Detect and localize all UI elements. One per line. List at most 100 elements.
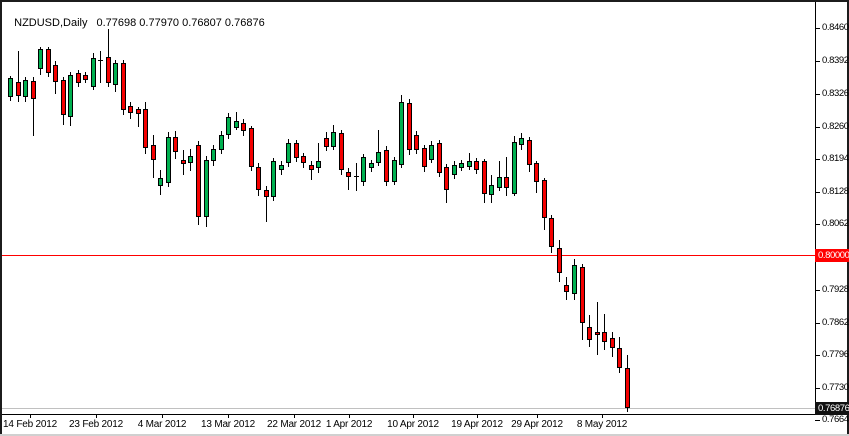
candle-body (354, 176, 359, 177)
candle-body (181, 160, 186, 164)
candle-body (271, 161, 276, 197)
candle-body (158, 178, 163, 186)
candle-body (211, 149, 216, 161)
price-tick (815, 224, 820, 225)
candle-body (226, 117, 231, 135)
price-tick (815, 28, 820, 29)
candle-body (557, 248, 562, 273)
candle-body (241, 123, 246, 131)
candle-body (422, 148, 427, 167)
candle-body (602, 332, 607, 342)
symbol-period-label: NZDUSD,Daily (14, 17, 88, 29)
candle-body (625, 368, 630, 408)
date-tick (30, 415, 31, 418)
candle-body (452, 165, 457, 175)
candle-body (429, 145, 434, 160)
candle-body (564, 285, 569, 292)
candle-body (316, 161, 321, 168)
date-tick-label: 13 Mar 2012 (201, 419, 255, 430)
candle-body (467, 161, 472, 167)
window-border-top (0, 0, 849, 2)
candle-body (128, 106, 133, 113)
candle-body (256, 167, 261, 190)
candle-body (331, 132, 336, 147)
candle-body (98, 60, 103, 61)
candle-body (587, 327, 592, 340)
date-tick (413, 415, 414, 418)
candle-wick (138, 107, 139, 127)
candle-body (151, 145, 156, 160)
candle-body (61, 80, 66, 115)
date-tick-label: 19 Apr 2012 (451, 419, 503, 430)
candle-body (38, 49, 43, 69)
candle-body (76, 73, 81, 83)
price-tick (815, 355, 820, 356)
candle-wick (33, 77, 34, 136)
price-tick (815, 323, 820, 324)
candle-body (136, 109, 141, 114)
date-tick-label: 4 Mar 2012 (137, 419, 187, 430)
candle-body (512, 142, 517, 194)
price-tick (815, 192, 820, 193)
candle-wick (311, 161, 312, 180)
candle-body (219, 135, 224, 150)
candle-body (324, 138, 329, 147)
candle-body (196, 145, 201, 217)
candle-body (407, 103, 412, 150)
resistance-line[interactable] (2, 255, 815, 256)
date-tick-label: 23 Feb 2012 (69, 419, 123, 430)
candle-body (392, 160, 397, 182)
resistance-price-badge: 0.80000 (815, 249, 849, 262)
candle-body (519, 138, 524, 145)
candle-wick (18, 51, 19, 102)
candle-body (346, 172, 351, 177)
candle-wick (348, 168, 349, 190)
candle-body (437, 143, 442, 173)
candle-wick (506, 157, 507, 196)
candle-wick (499, 161, 500, 191)
candle-wick (318, 143, 319, 173)
date-tick (96, 415, 97, 418)
candle-body (204, 160, 209, 217)
date-tick-label: 10 Apr 2012 (387, 419, 439, 430)
candle-body (617, 348, 622, 368)
candle-body (83, 75, 88, 80)
time-axis[interactable]: 14 Feb 2012 23 Feb 2012 4 Mar 2012 13 Mar 2… (0, 414, 849, 434)
candle-body (504, 177, 509, 188)
chart-title: NZDUSD,Daily 0.77698 0.77970 0.76807 0.76… (8, 5, 265, 29)
candle-body (143, 109, 148, 148)
candle-body (53, 65, 58, 82)
candle-wick (378, 130, 379, 166)
candle-wick (100, 51, 101, 83)
price-tick (815, 127, 820, 128)
candle-body (549, 218, 554, 247)
candle-body (572, 265, 577, 294)
candle-body (301, 156, 306, 163)
candle-wick (597, 302, 598, 355)
candle-body (173, 137, 178, 152)
candle-wick (266, 186, 267, 222)
candle-body (534, 163, 539, 182)
date-tick (294, 415, 295, 418)
candle-body (264, 190, 269, 197)
ohlc-values: 0.77698 0.77970 0.76807 0.76876 (96, 17, 265, 29)
date-tick (349, 415, 350, 418)
candle-body (497, 177, 502, 188)
candle-body (542, 180, 547, 218)
candle-body (399, 102, 404, 165)
price-tick (815, 290, 820, 291)
window-border-left (0, 0, 2, 436)
